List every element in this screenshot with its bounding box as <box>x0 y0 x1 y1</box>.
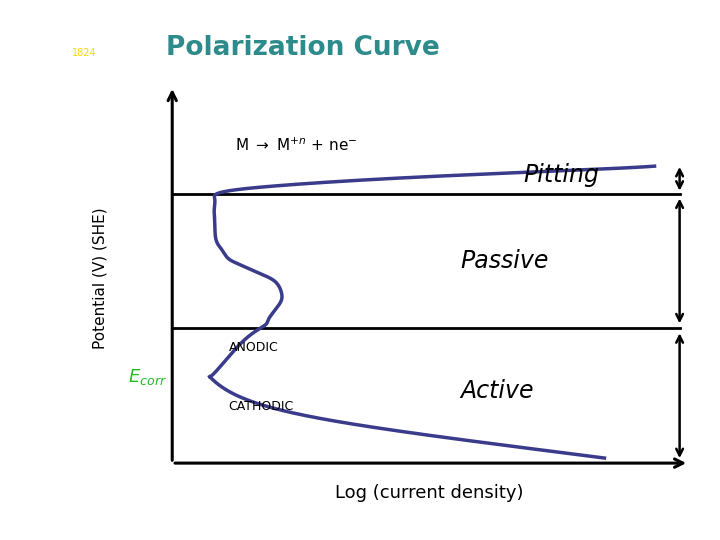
Text: Pitting: Pitting <box>523 163 599 187</box>
Text: Potential (V) (SHE): Potential (V) (SHE) <box>93 207 108 349</box>
Text: $E_{corr}$: $E_{corr}$ <box>128 367 167 387</box>
Text: ANODIC: ANODIC <box>229 341 279 354</box>
Text: CATHODIC: CATHODIC <box>229 400 294 413</box>
Text: 1824: 1824 <box>72 48 97 58</box>
Text: Polarization Curve: Polarization Curve <box>166 35 439 61</box>
Text: Log (current density): Log (current density) <box>335 484 523 502</box>
Text: Active: Active <box>460 380 534 403</box>
Text: Passive: Passive <box>460 249 549 273</box>
Text: MANCHESTEr: MANCHESTEr <box>42 27 127 36</box>
Text: M $\rightarrow$ M$^{+n}$ + ne$^{-}$: M $\rightarrow$ M$^{+n}$ + ne$^{-}$ <box>235 137 357 154</box>
